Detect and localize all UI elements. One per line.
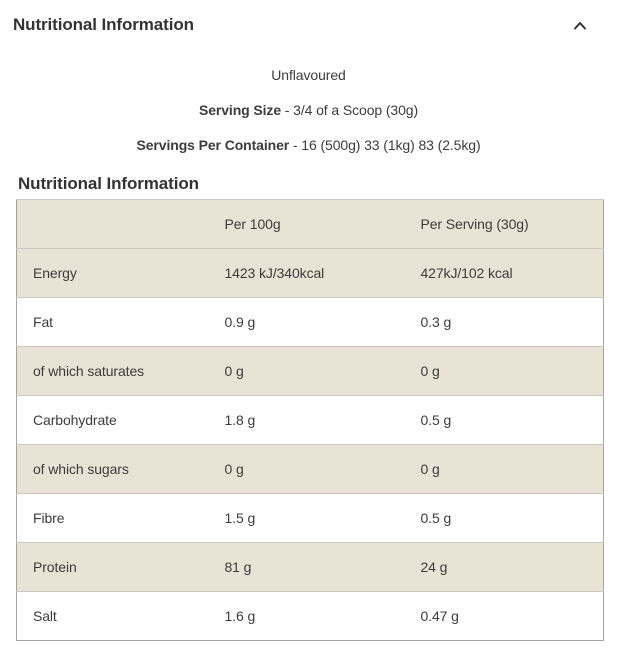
row-label: Protein (16, 542, 225, 592)
chevron-up-icon[interactable] (573, 21, 587, 30)
servings-per-container-line: Servings Per Container - 16 (500g) 33 (1… (0, 137, 617, 153)
table-row: Fat 0.9 g 0.3 g (16, 297, 604, 347)
row-per-serving: 427kJ/102 kcal (420, 248, 604, 298)
row-per-100g: 81 g (224, 542, 421, 592)
column-header-per-100g: Per 100g (224, 199, 421, 249)
row-label: Fat (16, 297, 225, 347)
serving-size-line: Serving Size - 3/4 of a Scoop (30g) (0, 102, 617, 118)
serving-size-label: Serving Size (198, 102, 282, 118)
row-per-serving: 0 g (420, 444, 604, 494)
table-row: of which sugars 0 g 0 g (16, 444, 604, 494)
table-row: of which saturates 0 g 0 g (16, 346, 604, 396)
row-per-100g: 0 g (224, 444, 421, 494)
row-label: Carbohydrate (16, 395, 225, 445)
row-per-100g: 1423 kJ/340kcal (224, 248, 421, 298)
row-per-serving: 24 g (420, 542, 604, 592)
row-per-serving: 0.3 g (420, 297, 604, 347)
serving-size-value: 3/4 of a Scoop (30g) (293, 102, 419, 118)
separator: - (281, 102, 294, 118)
row-per-serving: 0.5 g (420, 493, 604, 543)
row-label: Energy (16, 248, 225, 298)
row-per-100g: 1.5 g (224, 493, 421, 543)
row-per-100g: 1.8 g (224, 395, 421, 445)
column-header-per-serving: Per Serving (30g) (420, 199, 604, 249)
table-row: Fibre 1.5 g 0.5 g (16, 493, 604, 543)
row-label: of which saturates (16, 346, 225, 396)
table-row: Protein 81 g 24 g (16, 542, 604, 592)
row-label: of which sugars (16, 444, 225, 494)
table-row: Salt 1.6 g 0.47 g (16, 591, 604, 641)
servings-per-container-label: Servings Per Container (136, 137, 290, 153)
row-per-serving: 0.5 g (420, 395, 604, 445)
separator: - (289, 137, 302, 153)
row-per-serving: 0 g (420, 346, 604, 396)
accordion-title: Nutritional Information (13, 15, 194, 34)
table-row: Energy 1423 kJ/340kcal 427kJ/102 kcal (16, 248, 604, 298)
row-per-100g: 0.9 g (224, 297, 421, 347)
nutrition-table-heading: Nutritional Information (18, 174, 199, 193)
nutrition-table: Per 100g Per Serving (30g) Energy 1423 k… (16, 199, 604, 641)
row-label: Salt (16, 591, 225, 641)
row-per-serving: 0.47 g (420, 591, 604, 641)
table-header-row: Per 100g Per Serving (30g) (16, 199, 604, 249)
flavour-name: Unflavoured (271, 67, 346, 83)
row-per-100g: 0 g (224, 346, 421, 396)
nutritional-information-accordion-header[interactable]: Nutritional Information (0, 0, 617, 43)
row-label: Fibre (16, 493, 225, 543)
table-row: Carbohydrate 1.8 g 0.5 g (16, 395, 604, 445)
column-header-blank (16, 199, 225, 249)
row-per-100g: 1.6 g (224, 591, 421, 641)
servings-per-container-value: 16 (500g) 33 (1kg) 83 (2.5kg) (301, 137, 481, 153)
